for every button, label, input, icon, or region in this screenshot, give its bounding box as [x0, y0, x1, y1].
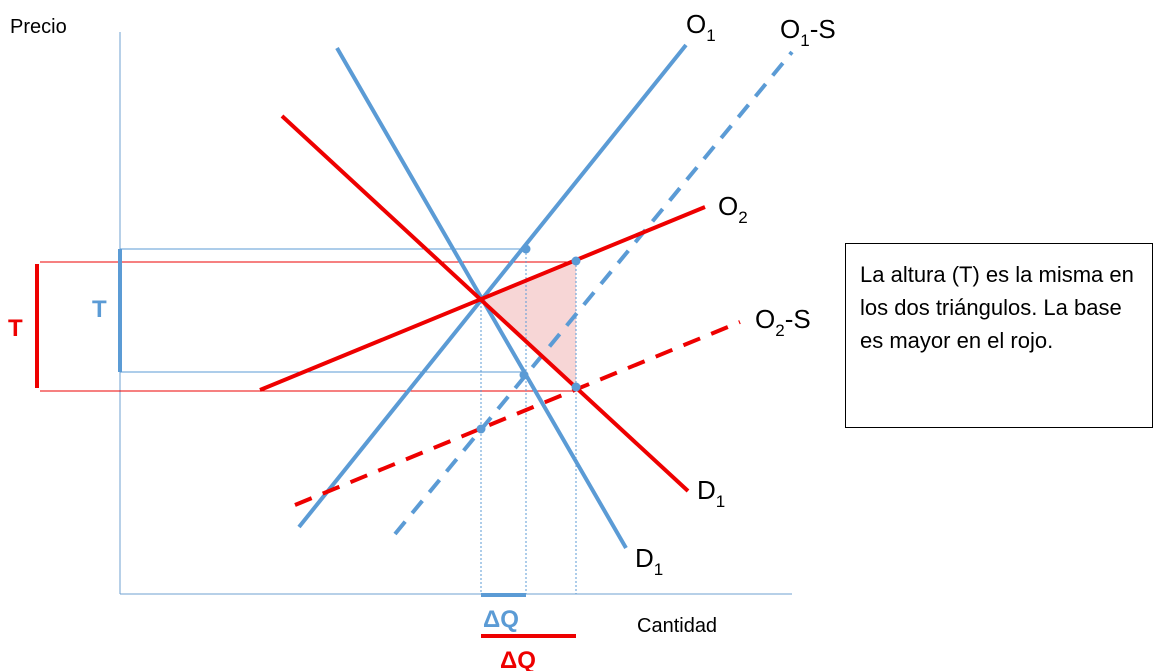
point-blue-bottom	[519, 370, 529, 380]
label-o2-s: O2-S	[755, 304, 811, 340]
label-o1: O1	[686, 9, 716, 45]
supply-curve-o2-s	[294, 320, 741, 507]
tax-label-red: T	[8, 315, 23, 342]
explanation-text: La altura (T) es la misma en los dos tri…	[860, 262, 1134, 353]
dq-label-blue: ΔQ	[483, 606, 519, 633]
tax-label-blue: T	[92, 296, 107, 323]
label-o1-s: O1-S	[780, 14, 836, 50]
point-red-bottom	[571, 382, 581, 392]
point-red-top	[571, 256, 581, 266]
label-d1-blue: D1	[635, 543, 663, 579]
point-blue-top	[521, 244, 531, 254]
point-o2s-d1	[476, 424, 486, 434]
demand-curve-d1-red	[280, 114, 690, 493]
label-d1-red: D1	[697, 475, 725, 511]
label-o2: O2	[718, 191, 748, 227]
red-triangle-fill	[481, 261, 576, 387]
supply-curve-o2	[259, 205, 706, 392]
explanation-note: La altura (T) es la misma en los dos tri…	[845, 243, 1153, 428]
dq-label-red: ΔQ	[500, 647, 536, 671]
y-axis-label: Precio	[10, 16, 67, 38]
supply-curve-o1-s	[393, 50, 794, 536]
supply-curve-o1	[297, 43, 688, 529]
x-axis-label: Cantidad	[637, 615, 717, 637]
